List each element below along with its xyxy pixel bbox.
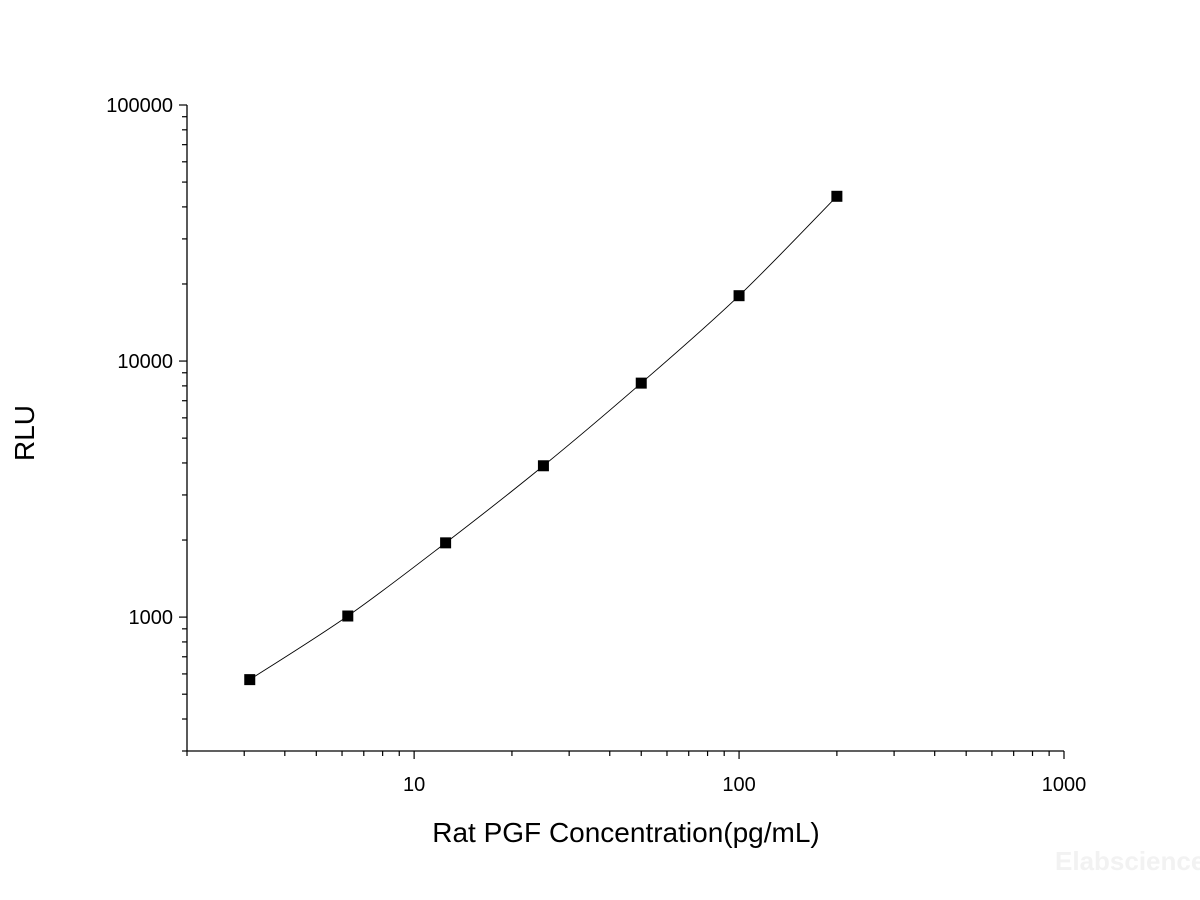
x-tick-label: 100 <box>722 774 755 796</box>
x-tick-label: 10 <box>403 774 425 796</box>
tick-labels: 10 100 1000 1000 10000 100000 <box>106 95 1086 796</box>
curve-path <box>249 195 838 681</box>
y-tick-label: 10000 <box>117 351 173 373</box>
data-point-marker <box>342 610 354 622</box>
chart-axes <box>179 104 1065 759</box>
fitted-curve <box>249 195 838 681</box>
data-point-marker <box>733 290 745 302</box>
y-tick-label: 100000 <box>106 95 173 117</box>
x-tick-label: 1000 <box>1042 774 1087 796</box>
data-point-marker <box>831 190 843 202</box>
data-points <box>244 190 843 686</box>
data-point-marker <box>440 537 452 549</box>
watermark: Elabscience <box>1055 846 1200 876</box>
y-axis-title: RLU <box>9 405 40 461</box>
data-point-marker <box>244 674 256 686</box>
data-point-marker <box>537 460 549 472</box>
data-point-marker <box>635 377 647 389</box>
y-tick-label: 1000 <box>129 607 174 629</box>
x-axis-title: Rat PGF Concentration(pg/mL) <box>432 817 820 848</box>
